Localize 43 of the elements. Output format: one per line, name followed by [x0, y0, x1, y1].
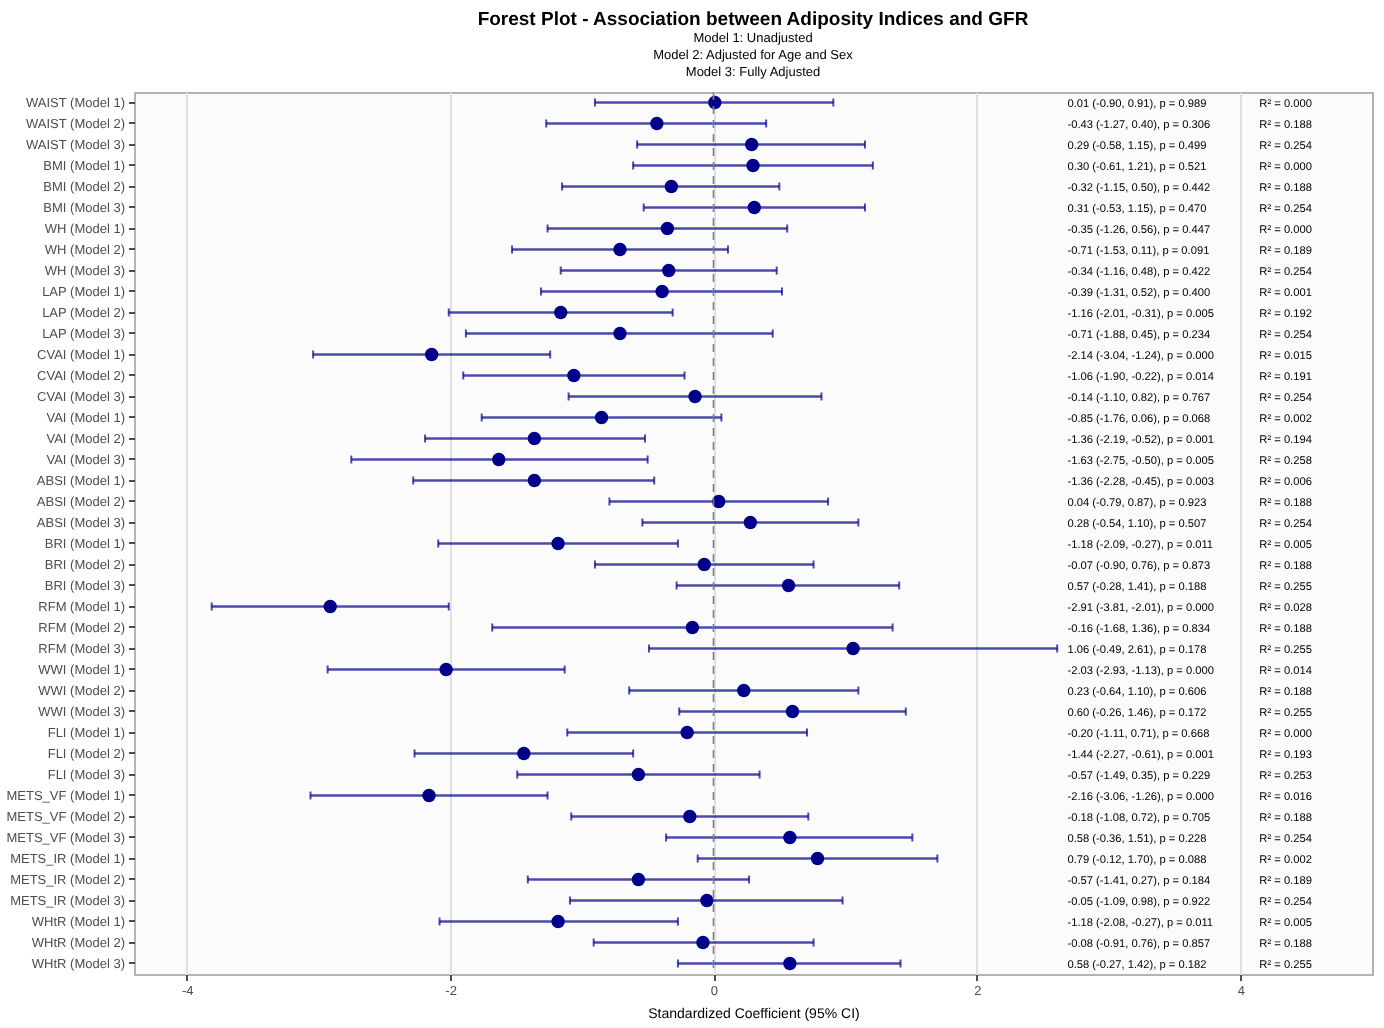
point: [700, 893, 714, 908]
point: [323, 599, 337, 614]
point: [664, 179, 679, 194]
point: [492, 452, 506, 467]
point: [660, 221, 675, 236]
point: [551, 536, 565, 551]
point: [685, 620, 700, 635]
point: [631, 872, 646, 887]
point: [613, 326, 627, 341]
point: [631, 767, 646, 782]
point: [422, 788, 436, 803]
point: [613, 242, 627, 257]
point: [712, 494, 726, 509]
point: [708, 95, 722, 110]
point: [567, 368, 581, 383]
point: [683, 809, 697, 824]
point: [655, 284, 669, 299]
point: [810, 851, 825, 866]
point: [424, 347, 439, 362]
point: [527, 473, 542, 488]
point: [517, 746, 531, 761]
point: [554, 305, 568, 320]
point: [747, 200, 762, 215]
point: [783, 830, 797, 845]
point: [846, 641, 860, 656]
point: [744, 137, 759, 152]
point: [746, 158, 760, 173]
point: [785, 704, 800, 719]
point: [650, 116, 664, 131]
point: [783, 956, 797, 971]
point: [697, 557, 711, 572]
point: [696, 935, 710, 950]
point: [688, 389, 702, 404]
point: [737, 683, 751, 698]
point: [439, 662, 453, 677]
point: [781, 578, 796, 593]
chart-title: Forest Plot - Association between Adiposity Indices and GFR: [477, 9, 1029, 32]
point: [594, 410, 609, 425]
point: [743, 515, 758, 530]
point: [662, 263, 676, 278]
point: [551, 914, 565, 929]
point: [527, 431, 542, 446]
point: [680, 725, 694, 740]
